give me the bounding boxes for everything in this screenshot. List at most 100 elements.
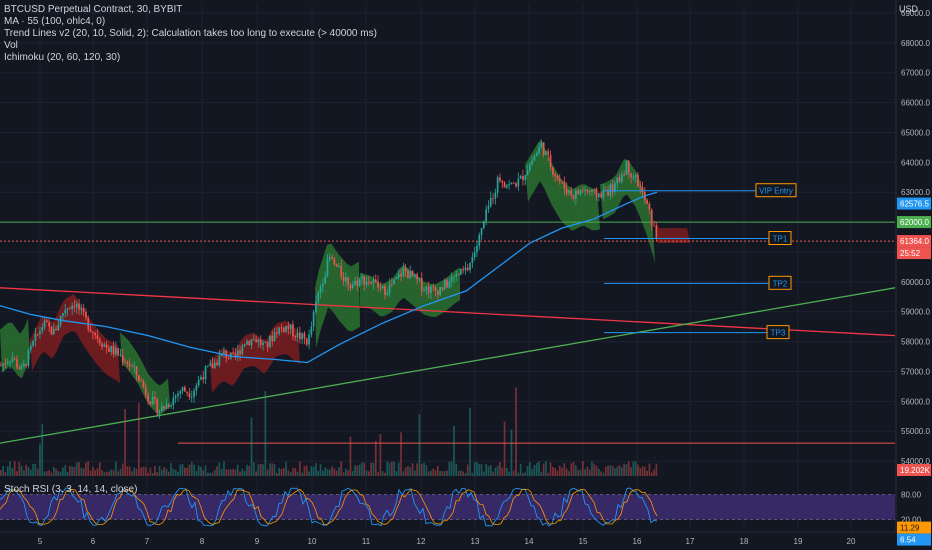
volume-bar — [627, 461, 630, 476]
candle-body — [292, 324, 294, 336]
stoch-rsi-label[interactable]: Stoch RSI (3, 3, 14, 14, close) — [4, 484, 138, 495]
candle-body — [437, 290, 439, 296]
candle-body — [207, 365, 209, 367]
volume-bar — [236, 464, 239, 476]
legend-vol[interactable]: Vol — [4, 40, 18, 51]
candle-body — [294, 335, 297, 338]
volume-bar — [556, 470, 559, 476]
volume-bar — [223, 461, 225, 476]
candle-body — [71, 305, 73, 310]
candle-body — [414, 274, 416, 277]
volume-bar — [142, 466, 145, 476]
price-tick-label: 59000.0 — [901, 308, 930, 317]
volume-bar — [13, 461, 16, 476]
candle-body — [506, 185, 508, 188]
candle-body — [115, 348, 117, 355]
volume-bar — [39, 444, 41, 476]
volume-bar — [476, 461, 478, 476]
time-tick-label: 11 — [362, 537, 371, 546]
volume-bar — [545, 461, 547, 476]
volume-bar — [455, 463, 458, 476]
candle-body — [9, 361, 11, 363]
volume-bar — [441, 471, 444, 476]
candle-body — [347, 277, 349, 286]
time-tick-label: 7 — [145, 537, 150, 546]
candle-body — [276, 332, 278, 334]
volume-bar — [285, 461, 287, 476]
volume-bar — [218, 462, 221, 476]
candle-body — [554, 174, 556, 177]
volume-bar — [609, 465, 612, 476]
candle-body — [82, 307, 85, 312]
volume-bar — [324, 467, 326, 476]
candle-body — [250, 339, 253, 346]
candle-body — [197, 379, 200, 386]
target-box — [766, 325, 790, 340]
candle-body — [446, 280, 448, 288]
legend-ma[interactable]: MA · 55 (100, ohlc4, 0) — [4, 16, 106, 27]
volume-bar — [32, 463, 34, 476]
volume-bar — [144, 467, 147, 476]
candle-body — [616, 177, 619, 184]
volume-bar — [253, 462, 255, 476]
candle-body — [80, 307, 83, 310]
candle-body — [558, 178, 561, 182]
candle-body — [595, 189, 598, 198]
time-axis[interactable]: 5 6 7 8 9 10 11 12 13 14 15 16 17 18 19 20 — [0, 531, 897, 546]
candle-body — [402, 267, 405, 277]
hline-price-tag: 62000.0 — [900, 218, 929, 227]
volume-bar — [591, 461, 593, 476]
candles — [0, 139, 658, 420]
candle-body — [535, 153, 538, 157]
volume-bar — [563, 463, 566, 476]
candle-body — [529, 164, 531, 172]
candle-body — [361, 276, 363, 279]
volume-bar — [167, 471, 170, 476]
candle-body — [430, 286, 432, 294]
cloud-segment — [210, 320, 300, 393]
volume-bar — [331, 466, 333, 476]
candle-body — [103, 344, 106, 347]
candle-body — [163, 406, 165, 409]
volume-bar — [319, 464, 322, 476]
legend-title[interactable]: BTCUSD Perpetual Contract, 30, BYBIT — [4, 4, 183, 15]
candle-body — [41, 327, 44, 332]
candle-body — [259, 339, 262, 345]
price-tick-label: 68000.0 — [901, 39, 930, 48]
volume-bar — [52, 467, 55, 476]
volume-bar — [439, 470, 441, 476]
volume-bar — [416, 463, 418, 476]
volume-bar — [211, 472, 214, 476]
candle-body — [519, 175, 522, 179]
candle-body — [105, 344, 108, 348]
candle-body — [531, 160, 533, 165]
candle-body — [648, 203, 651, 210]
candle-body — [149, 401, 152, 405]
volume-bar — [278, 467, 280, 476]
cloud-segment — [360, 264, 460, 317]
volume-bar — [577, 469, 579, 476]
candle-body — [575, 190, 577, 199]
candle-body — [441, 287, 444, 290]
volume-bar — [377, 472, 379, 476]
candle-body — [262, 342, 264, 345]
candle-body — [630, 173, 632, 178]
candle-body — [614, 183, 616, 193]
price-axis[interactable]: 69000.0 68000.0 67000.0 66000.0 65000.0 64000… — [895, 0, 931, 546]
volume-bar — [140, 467, 142, 476]
volume-bar — [483, 471, 485, 476]
volume-bar — [363, 462, 366, 476]
candle-body — [326, 259, 329, 277]
currency-label: USD — [898, 4, 918, 14]
candle-body — [170, 405, 172, 407]
candle-body — [653, 225, 655, 227]
legend-ichimoku[interactable]: Ichimoku (20, 60, 120, 30) — [4, 52, 121, 63]
candle-body — [209, 363, 211, 366]
candle-body — [246, 341, 248, 345]
legend-trend[interactable]: Trend Lines v2 (20, 10, Solid, 2): Calcu… — [4, 28, 377, 39]
candle-body — [303, 333, 306, 339]
candle-body — [639, 186, 642, 188]
candle-body — [542, 142, 545, 155]
candle-body — [264, 341, 267, 343]
